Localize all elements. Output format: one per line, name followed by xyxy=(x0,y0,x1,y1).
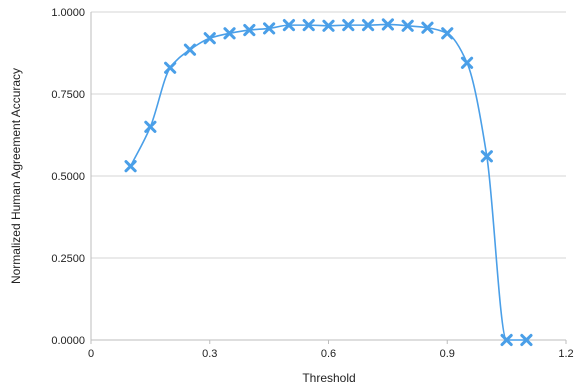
data-point-marker xyxy=(361,19,375,32)
data-point-marker xyxy=(322,19,335,32)
data-point-marker xyxy=(421,21,434,34)
data-point-marker xyxy=(164,61,177,74)
data-point-marker xyxy=(124,160,137,173)
data-point-marker xyxy=(183,43,197,56)
x-tick-label: 0.9 xyxy=(440,348,455,360)
data-point-marker xyxy=(500,333,513,347)
data-point-marker xyxy=(441,27,454,40)
data-point-marker xyxy=(480,150,493,163)
data-point-marker xyxy=(381,18,394,31)
y-tick-label: 1.0000 xyxy=(51,7,85,19)
x-tick-label: 0.6 xyxy=(321,348,336,360)
data-point-marker xyxy=(243,23,256,37)
y-axis-title: Normalized Human Agreement Accuracy xyxy=(9,68,23,284)
y-tick-label: 0.2500 xyxy=(51,253,85,265)
x-tick-label: 0.3 xyxy=(202,348,217,360)
data-point-marker xyxy=(342,19,355,32)
y-tick-label: 0.7500 xyxy=(51,89,85,101)
data-point-marker xyxy=(302,19,315,32)
series-layer xyxy=(124,18,533,347)
data-point-marker xyxy=(223,27,236,40)
data-point-marker xyxy=(460,56,474,69)
data-point-marker xyxy=(144,120,157,133)
y-tick-label: 0.5000 xyxy=(51,171,85,183)
y-tick-label: 0.0000 xyxy=(51,335,85,347)
data-point-marker xyxy=(282,19,296,32)
data-point-marker xyxy=(401,19,414,32)
data-point-marker xyxy=(203,32,216,45)
x-tick-label: 1.2 xyxy=(558,348,573,360)
grid-layer xyxy=(91,11,566,259)
data-point-marker xyxy=(520,333,533,347)
axis-layer xyxy=(90,12,567,344)
x-tick-label: 0 xyxy=(88,348,94,360)
data-point-marker xyxy=(263,22,276,35)
x-axis-title: Threshold xyxy=(302,371,355,385)
series-line xyxy=(129,23,527,341)
tick-labels: 0.0000 0.2500 0.5000 0.7500 1.0000 0 0.3 0.6 0.9… xyxy=(51,7,573,360)
